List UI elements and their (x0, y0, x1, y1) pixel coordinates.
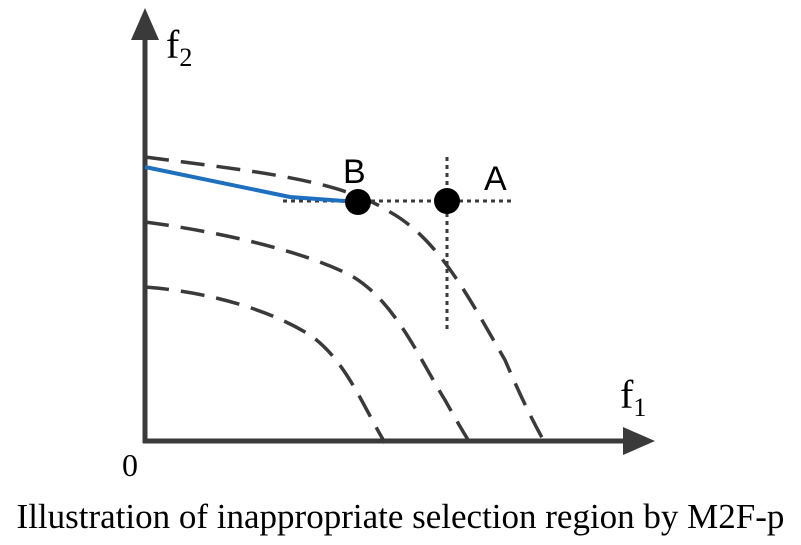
dashed-curve-middle (144, 220, 472, 444)
dashed-curves (144, 155, 547, 444)
dashed-curve-outer (144, 155, 547, 444)
point-a-label: A (484, 160, 507, 198)
x-axis-label-subscript: 1 (633, 393, 646, 422)
x-axis-label: f1 (620, 372, 646, 422)
dotted-guides (283, 157, 512, 333)
point-a-marker (434, 188, 460, 214)
y-axis-label: f2 (166, 22, 192, 72)
y-axis-label-main: f (166, 22, 180, 67)
origin-label: 0 (122, 447, 138, 483)
dashed-curve-inner (144, 285, 387, 444)
axes (131, 8, 655, 455)
highlight-segment (144, 165, 359, 204)
point-b-marker (345, 189, 371, 215)
y-axis-label-subscript: 2 (179, 43, 192, 72)
x-axis-label-main: f (620, 372, 634, 417)
x-axis-arrowhead (623, 427, 655, 455)
figure-caption: Illustration of inappropriate selection … (16, 497, 785, 536)
y-axis-arrowhead (131, 8, 159, 40)
point-b-label: B (343, 153, 366, 191)
